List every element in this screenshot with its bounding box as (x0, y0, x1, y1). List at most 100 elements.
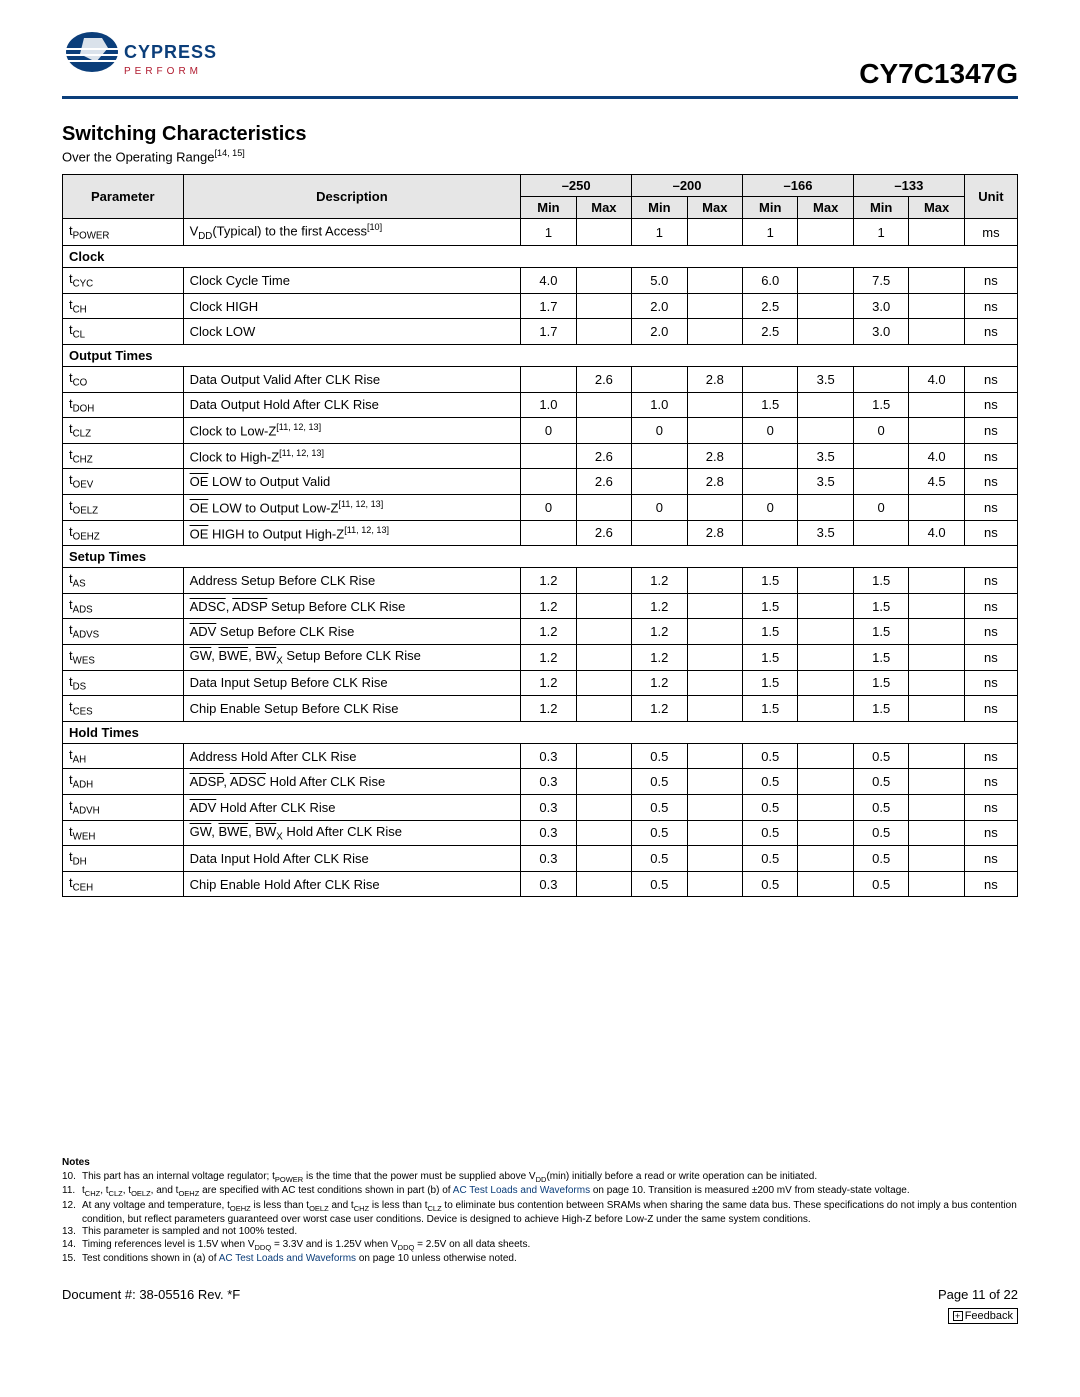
cell-value (687, 319, 742, 345)
table-row: tDOHData Output Hold After CLK Rise1.01.… (63, 392, 1018, 418)
cell-value: 0.3 (521, 846, 576, 872)
cell-value: 1.5 (743, 619, 798, 645)
page-header: CYPRESS PERFORM CY7C1347G (62, 28, 1018, 90)
cell-value: 1.5 (853, 568, 908, 594)
cell-value (909, 743, 964, 769)
note-item: 10.This part has an internal voltage reg… (62, 1171, 1018, 1185)
cell-value (909, 619, 964, 645)
cell-value (798, 769, 853, 795)
cell-value (632, 520, 687, 546)
cell-value: 3.5 (798, 443, 853, 469)
col-speed-133: –133 (853, 175, 964, 197)
cell-value (632, 367, 687, 393)
cell-parameter: tWES (63, 644, 184, 670)
cell-description: Clock to High-Z[11, 12, 13] (183, 443, 521, 469)
cell-value (576, 293, 631, 319)
cell-value (576, 696, 631, 722)
cell-description: Data Input Hold After CLK Rise (183, 846, 521, 872)
col-unit: Unit (964, 175, 1017, 219)
cell-value (576, 319, 631, 345)
cell-value (576, 593, 631, 619)
cell-description: Chip Enable Setup Before CLK Rise (183, 696, 521, 722)
cell-description: Data Output Valid After CLK Rise (183, 367, 521, 393)
table-row: tCLZClock to Low-Z[11, 12, 13]0000ns (63, 418, 1018, 444)
notes-title: Notes (62, 1157, 1018, 1169)
cell-description: Address Hold After CLK Rise (183, 743, 521, 769)
cell-value (798, 670, 853, 696)
cell-value (909, 696, 964, 722)
cell-value: 0.5 (632, 794, 687, 820)
cell-value (798, 871, 853, 897)
cell-value (576, 769, 631, 795)
cell-unit: ns (964, 520, 1017, 546)
cell-value (687, 268, 742, 294)
cell-value (521, 520, 576, 546)
table-row: tAHAddress Hold After CLK Rise0.30.50.50… (63, 743, 1018, 769)
cell-value (687, 696, 742, 722)
cell-value (687, 219, 742, 246)
cell-value (909, 670, 964, 696)
cell-parameter: tOEHZ (63, 520, 184, 546)
subtitle-text: Over the Operating Range (62, 149, 214, 164)
cell-value (909, 293, 964, 319)
col-min: Min (853, 197, 908, 219)
cell-parameter: tPOWER (63, 219, 184, 246)
cell-value: 0.5 (743, 794, 798, 820)
feedback-button[interactable]: +Feedback (948, 1308, 1018, 1324)
switching-characteristics-table: Parameter Description –250 –200 –166 –13… (62, 174, 1018, 897)
cell-parameter: tADVH (63, 794, 184, 820)
cell-value (576, 820, 631, 846)
cell-value (687, 820, 742, 846)
cell-value: 1.5 (853, 593, 908, 619)
cell-value (687, 670, 742, 696)
cell-parameter: tCL (63, 319, 184, 345)
cell-value: 2.6 (576, 520, 631, 546)
cell-value: 2.6 (576, 443, 631, 469)
cell-value: 0 (853, 418, 908, 444)
cell-parameter: tCES (63, 696, 184, 722)
cell-description: ADV Setup Before CLK Rise (183, 619, 521, 645)
cell-value (687, 871, 742, 897)
cell-value: 1.2 (632, 593, 687, 619)
cell-value: 0 (632, 418, 687, 444)
cell-value (798, 219, 853, 246)
cell-unit: ns (964, 392, 1017, 418)
document-number: Document #: 38-05516 Rev. *F (62, 1287, 240, 1302)
company-logo: CYPRESS PERFORM (62, 28, 230, 90)
cypress-logo-icon: CYPRESS PERFORM (62, 28, 230, 90)
cell-value (576, 794, 631, 820)
table-row: tOEVOE LOW to Output Valid2.62.83.54.5ns (63, 469, 1018, 495)
cell-value (576, 568, 631, 594)
cell-description: ADSP, ADSC Hold After CLK Rise (183, 769, 521, 795)
cell-value: 2.0 (632, 293, 687, 319)
cell-value (632, 443, 687, 469)
cell-value (743, 443, 798, 469)
cell-parameter: tAH (63, 743, 184, 769)
table-row: tWEHGW, BWE, BWX Hold After CLK Rise0.30… (63, 820, 1018, 846)
cell-value (687, 846, 742, 872)
cell-value (853, 520, 908, 546)
cell-parameter: tCO (63, 367, 184, 393)
header-divider (62, 96, 1018, 99)
cell-value (798, 696, 853, 722)
cell-value: 1.2 (632, 670, 687, 696)
cell-value: 0.3 (521, 743, 576, 769)
note-item: 15.Test conditions shown in (a) of AC Te… (62, 1253, 1018, 1265)
cell-value: 2.5 (743, 319, 798, 345)
cell-unit: ns (964, 418, 1017, 444)
cell-value: 1 (853, 219, 908, 246)
cell-value (798, 293, 853, 319)
cell-value (853, 469, 908, 495)
cell-description: ADV Hold After CLK Rise (183, 794, 521, 820)
cell-value: 3.5 (798, 469, 853, 495)
cell-value: 1 (743, 219, 798, 246)
cell-value: 1 (521, 219, 576, 246)
cell-value (909, 846, 964, 872)
col-speed-250: –250 (521, 175, 632, 197)
cell-value (909, 871, 964, 897)
cell-value: 1 (632, 219, 687, 246)
cell-value: 4.0 (521, 268, 576, 294)
cell-value (576, 392, 631, 418)
cell-description: ADSC, ADSP Setup Before CLK Rise (183, 593, 521, 619)
table-row: tADSADSC, ADSP Setup Before CLK Rise1.21… (63, 593, 1018, 619)
